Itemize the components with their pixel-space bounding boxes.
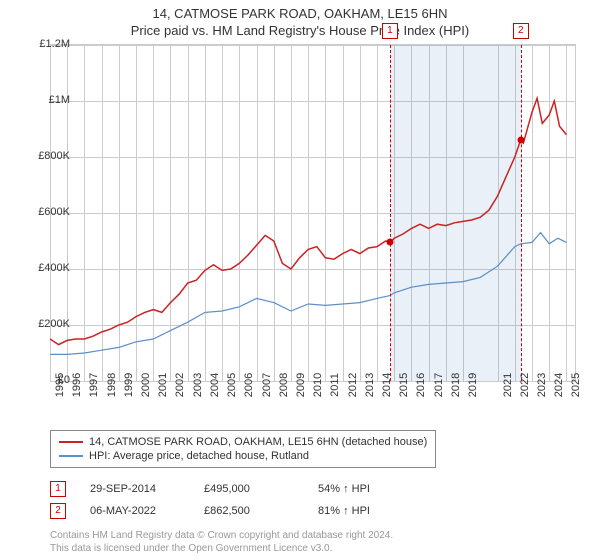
sale-row: 2 06-MAY-2022 £862,500 81% ↑ HPI	[50, 500, 570, 522]
series-line-hpi	[50, 233, 566, 355]
footer-line: This data is licensed under the Open Gov…	[50, 543, 393, 556]
sale-marker-box: 1	[50, 481, 66, 497]
plot-area: 12 1995199619971998199920002001200220032…	[50, 44, 576, 381]
x-axis-tick-label: 2022	[519, 373, 531, 397]
sale-row: 1 29-SEP-2014 £495,000 54% ↑ HPI	[50, 478, 570, 500]
x-axis-tick-label: 2010	[312, 373, 324, 397]
x-axis-tick-label: 2000	[140, 373, 152, 397]
sale-date: 29-SEP-2014	[90, 483, 180, 495]
y-axis-tick-label: £1M	[25, 94, 70, 106]
legend-box: 14, CATMOSE PARK ROAD, OAKHAM, LE15 6HN …	[50, 430, 436, 468]
y-axis-tick-label: £800K	[25, 150, 70, 162]
x-axis-tick-label: 2023	[536, 373, 548, 397]
x-axis-tick-label: 2024	[553, 373, 565, 397]
x-axis-tick-label: 2007	[261, 373, 273, 397]
y-axis-tick-label: £600K	[25, 206, 70, 218]
legend-item: HPI: Average price, detached house, Rutl…	[59, 449, 427, 463]
chart-subtitle: Price paid vs. HM Land Registry's House …	[0, 21, 600, 38]
x-axis-tick-label: 2025	[570, 373, 582, 397]
chart-container: 14, CATMOSE PARK ROAD, OAKHAM, LE15 6HN …	[0, 0, 600, 560]
x-axis-tick-label: 1999	[123, 373, 135, 397]
sale-marker-2: 2	[513, 23, 529, 39]
sale-date: 06-MAY-2022	[90, 505, 180, 517]
legend-item: 14, CATMOSE PARK ROAD, OAKHAM, LE15 6HN …	[59, 435, 427, 449]
x-axis-tick-label: 2005	[226, 373, 238, 397]
sale-hpi-diff: 81% ↑ HPI	[318, 505, 408, 517]
chart-title-address: 14, CATMOSE PARK ROAD, OAKHAM, LE15 6HN	[0, 0, 600, 21]
y-axis-tick-label: £1.2M	[25, 38, 70, 50]
sale-point-1	[386, 239, 393, 246]
y-axis-tick-label: £0	[25, 374, 70, 386]
line-series-svg	[50, 45, 575, 381]
x-axis-tick-label: 2009	[295, 373, 307, 397]
y-axis-tick-label: £400K	[25, 262, 70, 274]
y-axis-tick-label: £200K	[25, 318, 70, 330]
legend-swatch	[59, 455, 83, 457]
x-axis-tick-label: 1997	[88, 373, 100, 397]
x-axis-tick-label: 2006	[243, 373, 255, 397]
footer-line: Contains HM Land Registry data © Crown c…	[50, 530, 393, 543]
legend-swatch	[59, 441, 83, 443]
sale-point-2	[517, 136, 524, 143]
sale-marker-box: 2	[50, 503, 66, 519]
sale-marker-1: 1	[382, 23, 398, 39]
x-axis-tick-label: 2011	[329, 373, 341, 397]
x-axis-tick-label: 2013	[364, 373, 376, 397]
series-line-property	[50, 98, 566, 344]
sale-price: £862,500	[204, 505, 294, 517]
x-axis-tick-label: 2004	[209, 373, 221, 397]
legend-label: HPI: Average price, detached house, Rutl…	[89, 450, 309, 462]
sale-hpi-diff: 54% ↑ HPI	[318, 483, 408, 495]
x-axis-tick-label: 2019	[467, 373, 479, 397]
sale-price: £495,000	[204, 483, 294, 495]
x-axis-tick-label: 2016	[415, 373, 427, 397]
x-axis-tick-label: 2012	[347, 373, 359, 397]
x-axis-tick-label: 2002	[174, 373, 186, 397]
x-axis-tick-label: 2021	[502, 373, 514, 397]
x-axis-tick-label: 2015	[398, 373, 410, 397]
x-axis-tick-label: 1998	[106, 373, 118, 397]
x-axis-tick-label: 2014	[381, 373, 393, 397]
legend-label: 14, CATMOSE PARK ROAD, OAKHAM, LE15 6HN …	[89, 436, 427, 448]
x-axis-tick-label: 2008	[278, 373, 290, 397]
sales-table: 1 29-SEP-2014 £495,000 54% ↑ HPI 2 06-MA…	[50, 478, 570, 522]
x-axis-tick-label: 2003	[192, 373, 204, 397]
footer-attribution: Contains HM Land Registry data © Crown c…	[50, 530, 393, 555]
x-axis-tick-label: 2018	[450, 373, 462, 397]
x-axis-tick-label: 1996	[71, 373, 83, 397]
x-axis-tick-label: 2001	[157, 373, 169, 397]
x-axis-tick-label: 2017	[433, 373, 445, 397]
